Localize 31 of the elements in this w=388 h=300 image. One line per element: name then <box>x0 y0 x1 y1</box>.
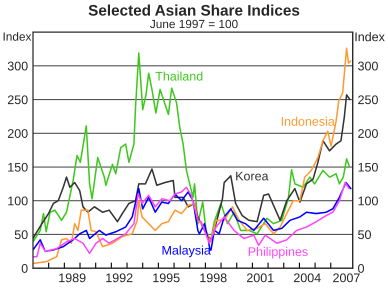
x-tick-label: 2004 <box>294 273 321 282</box>
y2-tick-label: 150 <box>358 162 378 172</box>
y-tick-label: 300 <box>8 62 28 70</box>
x-tick-label: 1998 <box>200 273 227 282</box>
series-label: Malaysia <box>162 246 211 258</box>
y2-tick-label: 50 <box>358 230 371 240</box>
x-tick-label: 2001 <box>246 273 274 282</box>
x-tick-label: 1989 <box>59 273 86 282</box>
y-tick-label: 100 <box>8 196 28 206</box>
chart-title: Selected Asian Share Indices <box>88 4 300 16</box>
chart-subtitle: June 1997 = 100 <box>150 20 238 28</box>
x-tick-label: 1992 <box>106 273 132 282</box>
series-label: Indonesia <box>282 116 335 126</box>
y-axis-title: Index <box>4 32 32 41</box>
x-tick-label: 1995 <box>153 273 180 282</box>
x-tick-label: 2007 <box>333 273 360 282</box>
series-label: Thailand <box>156 71 202 81</box>
y2-tick-label: 0 <box>358 264 364 273</box>
line-series <box>33 94 351 241</box>
y-tick-label: 50 <box>14 230 28 240</box>
y2-tick-label: 250 <box>358 95 378 104</box>
y2-tick-label: 200 <box>358 129 378 138</box>
y-tick-label: 150 <box>8 162 28 172</box>
y-tick-label: 0 <box>22 264 28 273</box>
series-label: Philippines <box>248 246 308 259</box>
y-tick-label: 250 <box>8 95 28 104</box>
y2-axis-title: Index <box>355 32 385 42</box>
y2-tick-label: 300 <box>358 62 378 70</box>
y2-tick-label: 100 <box>358 196 378 206</box>
series-label: Korea <box>236 172 269 180</box>
y-tick-label: 200 <box>8 129 28 138</box>
